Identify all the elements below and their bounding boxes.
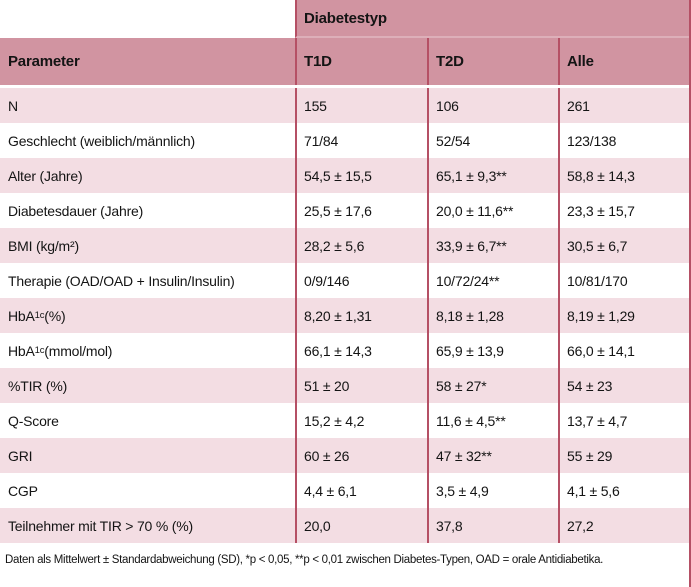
param-cell: Geschlecht (weiblich/männlich) xyxy=(8,132,195,149)
value-cell-alle: 55 ± 29 xyxy=(558,438,689,473)
table-row: Q-Score 15,2 ± 4,2 11,6 ± 4,5** 13,7 ± 4… xyxy=(0,403,689,438)
table-row: HbA 1c (mmol/mol) 66,1 ± 14,3 65,9 ± 13,9… xyxy=(0,333,689,368)
value-cell-t2d: 47 ± 32** xyxy=(427,438,558,473)
value-cell-alle: 58,8 ± 14,3 xyxy=(558,158,689,193)
value-cell-t2d: 8,18 ± 1,28 xyxy=(427,298,558,333)
param-cell: Diabetesdauer (Jahre) xyxy=(8,202,144,219)
value-cell-t2d: 10/72/24** xyxy=(427,263,558,298)
value-cell-alle: 30,5 ± 6,7 xyxy=(558,228,689,263)
value-cell-t2d: 52/54 xyxy=(427,123,558,158)
param-text: HbA xyxy=(8,342,35,359)
value-cell-t1d: 0/9/146 xyxy=(295,263,427,298)
value-cell-t1d: 54,5 ± 15,5 xyxy=(295,158,427,193)
value-cell-alle: 123/138 xyxy=(558,123,689,158)
table-row: N 155 106 261 xyxy=(0,88,689,123)
table-row: Alter (Jahre) 54,5 ± 15,5 65,1 ± 9,3** 5… xyxy=(0,158,689,193)
value-cell-t1d: 60 ± 26 xyxy=(295,438,427,473)
param-cell: GRI xyxy=(8,447,33,464)
param-cell: Alter (Jahre) xyxy=(8,167,83,184)
value-cell-t1d: 66,1 ± 14,3 xyxy=(295,333,427,368)
param-cell: Therapie (OAD/OAD + Insulin/Insulin) xyxy=(8,272,235,289)
value-cell-alle: 8,19 ± 1,29 xyxy=(558,298,689,333)
param-cell: HbA 1c (mmol/mol) xyxy=(8,342,113,359)
value-cell-alle: 261 xyxy=(558,88,689,123)
value-cell-alle: 13,7 ± 4,7 xyxy=(558,403,689,438)
table-row: HbA 1c (%) 8,20 ± 1,31 8,18 ± 1,28 8,19 ±… xyxy=(0,298,689,333)
table-row: Geschlecht (weiblich/männlich) 71/84 52/… xyxy=(0,123,689,158)
column-header-parameter: Parameter xyxy=(8,53,80,70)
value-cell-alle: 54 ± 23 xyxy=(558,368,689,403)
value-cell-t1d: 8,20 ± 1,31 xyxy=(295,298,427,333)
group-header-label: Diabetestyp xyxy=(295,0,689,38)
table-row: CGP 4,4 ± 6,1 3,5 ± 4,9 4,1 ± 5,6 xyxy=(0,473,689,508)
value-cell-alle: 10/81/170 xyxy=(558,263,689,298)
param-cell: BMI (kg/m²) xyxy=(8,237,79,254)
value-cell-t2d: 65,1 ± 9,3** xyxy=(427,158,558,193)
table-row: GRI 60 ± 26 47 ± 32** 55 ± 29 xyxy=(0,438,689,473)
column-header-t2d: T2D xyxy=(427,38,558,85)
value-cell-alle: 27,2 xyxy=(558,508,689,543)
table-footnote: Daten als Mittelwert ± Standardabweichun… xyxy=(5,554,604,566)
value-cell-t1d: 155 xyxy=(295,88,427,123)
value-cell-t1d: 4,4 ± 6,1 xyxy=(295,473,427,508)
column-header-alle: Alle xyxy=(558,38,689,85)
column-header-t1d: T1D xyxy=(295,38,427,85)
value-cell-t1d: 71/84 xyxy=(295,123,427,158)
param-cell: CGP xyxy=(8,482,38,499)
param-cell: HbA 1c (%) xyxy=(8,307,66,324)
param-cell: %TIR (%) xyxy=(8,377,68,394)
value-cell-t1d: 15,2 ± 4,2 xyxy=(295,403,427,438)
value-cell-alle: 4,1 ± 5,6 xyxy=(558,473,689,508)
table-row: Diabetesdauer (Jahre) 25,5 ± 17,6 20,0 ±… xyxy=(0,193,689,228)
param-text: (%) xyxy=(44,307,66,324)
param-cell: Q-Score xyxy=(8,412,59,429)
value-cell-t2d: 58 ± 27* xyxy=(427,368,558,403)
value-cell-t1d: 51 ± 20 xyxy=(295,368,427,403)
value-cell-t2d: 3,5 ± 4,9 xyxy=(427,473,558,508)
group-header-row: Diabetestyp xyxy=(0,0,689,38)
param-cell: Teilnehmer mit TIR > 70 % (%) xyxy=(8,517,193,534)
value-cell-t1d: 25,5 ± 17,6 xyxy=(295,193,427,228)
value-cell-t2d: 20,0 ± 11,6** xyxy=(427,193,558,228)
value-cell-t2d: 65,9 ± 13,9 xyxy=(427,333,558,368)
table-row: Therapie (OAD/OAD + Insulin/Insulin) 0/9… xyxy=(0,263,689,298)
value-cell-t2d: 33,9 ± 6,7** xyxy=(427,228,558,263)
param-cell: N xyxy=(8,97,18,114)
param-text: HbA xyxy=(8,307,35,324)
table-row: %TIR (%) 51 ± 20 58 ± 27* 54 ± 23 xyxy=(0,368,689,403)
value-cell-alle: 66,0 ± 14,1 xyxy=(558,333,689,368)
param-text: (mmol/mol) xyxy=(44,342,113,359)
table-row: BMI (kg/m²) 28,2 ± 5,6 33,9 ± 6,7** 30,5… xyxy=(0,228,689,263)
group-header-spacer xyxy=(0,0,295,38)
table-row: Teilnehmer mit TIR > 70 % (%) 20,0 37,8 … xyxy=(0,508,689,543)
value-cell-t1d: 28,2 ± 5,6 xyxy=(295,228,427,263)
value-cell-t1d: 20,0 xyxy=(295,508,427,543)
value-cell-t2d: 11,6 ± 4,5** xyxy=(427,403,558,438)
value-cell-t2d: 37,8 xyxy=(427,508,558,543)
value-cell-alle: 23,3 ± 15,7 xyxy=(558,193,689,228)
value-cell-t2d: 106 xyxy=(427,88,558,123)
column-header-row: Parameter T1D T2D Alle xyxy=(0,38,689,88)
